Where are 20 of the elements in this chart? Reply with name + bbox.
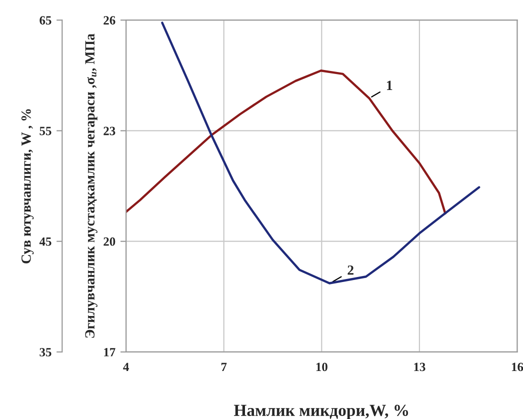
x-tick-label: 10 [316, 362, 328, 372]
line-series [126, 70, 446, 214]
x-axis-title: Намлик микдори,W, % [234, 404, 408, 419]
y-tick-label: 17 [104, 348, 116, 356]
y2-tick-label: 55 [40, 126, 52, 136]
y2-tick-label: 35 [40, 348, 52, 356]
y-axis-title: Эгилувчанлик мустаҳкамлик чегараси ,σ$_{и}$, МПа [85, 34, 98, 338]
y-tick-label: 23 [104, 126, 116, 136]
annotation: 2 [348, 265, 354, 275]
x-tick-label: 16 [512, 362, 523, 372]
x-tick-label: 4 [123, 362, 129, 372]
y-tick-label: 26 [104, 16, 116, 25]
x-tick-label: 7 [221, 362, 227, 372]
y2-tick-label: 45 [39, 237, 52, 246]
y-tick-label: 20 [104, 237, 116, 246]
x-tick-label: 13 [414, 362, 426, 372]
annotation: 1 [387, 80, 392, 90]
line-series [161, 22, 480, 284]
y2-axis-title: Сув ютувчанлиги, W , % [21, 109, 34, 264]
y2-tick-label: 65 [40, 16, 52, 25]
